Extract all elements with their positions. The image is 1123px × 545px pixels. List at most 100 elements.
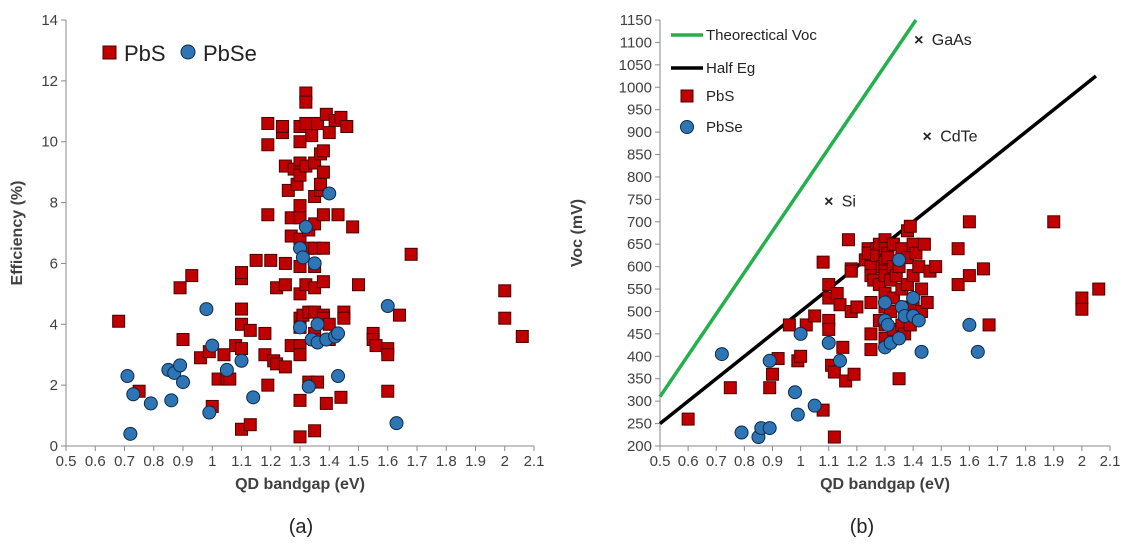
pbs-point (766, 367, 779, 381)
pbs-point (827, 430, 841, 444)
pbse-point (143, 396, 158, 411)
x-tick-label: 1.9 (465, 453, 486, 470)
pbse-point (762, 421, 777, 436)
pbse-point (389, 416, 404, 431)
y-tick-label: 6 (50, 255, 58, 272)
pbs-point (176, 333, 190, 346)
pbs-point (316, 275, 330, 289)
pbs-point (275, 120, 289, 133)
pbs-point (1075, 302, 1089, 316)
pbse-point (714, 347, 729, 362)
y-tick-label: 500 (627, 303, 652, 320)
pbse-point (123, 426, 138, 441)
pbs-point (261, 378, 275, 392)
pbs-point (951, 242, 965, 256)
legend-pbs-label: PbS (124, 41, 166, 66)
pbs-point (912, 260, 926, 274)
y-tick-label: 1000 (619, 79, 652, 96)
pbs-point (850, 300, 864, 314)
annotation-marker: × (923, 129, 932, 146)
pbs-point (962, 269, 976, 283)
pbs-point (892, 372, 906, 386)
pbs-point (723, 381, 737, 395)
pbse-point (202, 405, 217, 420)
pbse-point (126, 387, 141, 402)
pbs-point (331, 208, 345, 222)
y-tick-label: 2 (50, 377, 58, 394)
pbse-point (322, 186, 337, 201)
pbse-point (380, 299, 395, 314)
pbs-point (864, 296, 878, 310)
pbs-point (836, 340, 850, 354)
pbs-point (681, 412, 695, 426)
x-tick-label: 0.5 (56, 453, 77, 470)
pbse-point (173, 358, 188, 373)
y-tick-label: 350 (627, 371, 652, 388)
pbs-point (278, 360, 292, 374)
pbs-point (962, 215, 976, 229)
pbs-point (369, 339, 383, 353)
pbse-point (807, 398, 822, 413)
pbs-point (243, 418, 257, 432)
legend-pbs-marker (102, 45, 117, 60)
pbse-point (331, 369, 346, 384)
pbs-point (844, 264, 858, 278)
y-tick-label: 700 (627, 214, 652, 231)
y-tick-label: 10 (41, 134, 58, 151)
pbs-point (299, 116, 313, 130)
pbse-point (246, 390, 261, 405)
pbs-point (816, 255, 830, 269)
pbs-point (308, 424, 322, 438)
x-tick-label: 1.7 (407, 453, 428, 470)
x-tick-label: 1 (208, 453, 216, 470)
pbs-point (173, 281, 187, 295)
pbs-point (915, 282, 929, 296)
legend-theory-label: Theorectical Voc (706, 27, 817, 44)
pbs-point (258, 326, 272, 340)
pbs-point (515, 329, 529, 343)
panel-b-chart: 0.5 0.6 0.7 0.8 0.9 1 1.1 1.2 1.3 1.4 1.5 1.6 1.7 1.8… (569, 12, 1120, 493)
x-tick-label: 1 (796, 453, 804, 470)
pbs-point (920, 296, 934, 310)
x-tick-label: 1.3 (875, 453, 896, 470)
panel-a-chart: 0.5 0.6 0.7 0.8 0.9 1 1.1 1.2 1.3 1.4 1.5 1.6 1.7 1.8… (9, 12, 544, 493)
pbs-point (112, 314, 126, 328)
pbse-point (906, 291, 921, 306)
pbs-point (976, 262, 990, 276)
y-tick-label: 1050 (619, 57, 652, 74)
legend-pbs-label: PbS (706, 88, 734, 105)
x-tick-label: 1.7 (987, 453, 1008, 470)
y-tick-label: 1100 (620, 34, 652, 51)
pbse-point (892, 252, 907, 267)
pbse-point (878, 295, 892, 310)
pbse-point (821, 335, 836, 350)
x-tick-label: 0.9 (173, 453, 194, 470)
pbse-point (962, 317, 977, 332)
x-tick-label: 0.5 (650, 453, 671, 470)
pbs-point (1092, 282, 1106, 296)
pbse-point (120, 369, 135, 384)
pbs-point (319, 396, 333, 410)
pbs-point (293, 393, 307, 407)
pbse-point (793, 326, 808, 341)
pbs-point (929, 260, 943, 274)
x-tick-label: 0.6 (85, 453, 106, 470)
pbs-point (316, 165, 330, 179)
y-axis-label: Voc (mV) (569, 199, 586, 267)
y-tick-label: 850 (627, 147, 652, 164)
pbse-point (219, 362, 234, 377)
pbs-point (847, 367, 861, 381)
pbse-point (307, 256, 322, 271)
pbs-point (235, 342, 248, 356)
pbs-point (903, 219, 917, 233)
pbs-point (293, 135, 307, 149)
pbse-point (293, 320, 307, 335)
y-tick-label: 300 (627, 393, 652, 410)
pbs-point (264, 253, 278, 267)
panel-a-caption: (a) (289, 516, 313, 538)
pbs-point (841, 233, 855, 247)
pbs-point (381, 348, 395, 362)
y-tick-label: 8 (50, 195, 58, 212)
y-tick-label: 250 (627, 416, 652, 433)
